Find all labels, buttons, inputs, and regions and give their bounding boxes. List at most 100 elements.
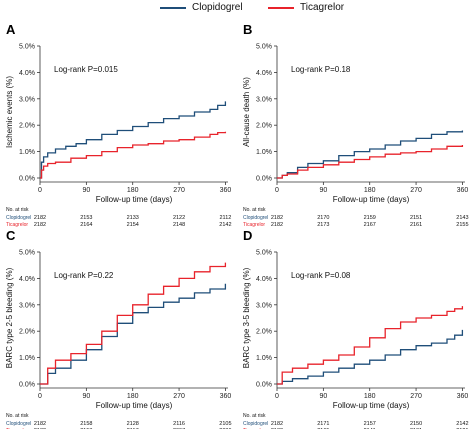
x-tick-label: 90 [82,187,90,194]
risk-cell: 2155 [456,222,468,228]
x-tick-label: 90 [319,393,327,400]
risk-cell: 2161 [410,222,422,228]
x-tick-label: 90 [319,187,327,194]
x-tick-label: 180 [364,187,376,194]
log-rank-annotation: Log-rank P=0.22 [54,271,114,280]
x-tick-label: 180 [364,393,376,400]
y-tick-label: 0.0% [256,382,272,389]
x-axis-title: Follow-up time (days) [333,401,410,410]
x-tick-label: 0 [275,393,279,400]
x-tick-label: 360 [457,187,469,194]
risk-table-title: No. at risk [243,207,266,213]
km-curve-ticagrelor [277,145,464,179]
panel-letter: B [243,22,252,37]
risk-cell: 2150 [410,421,422,427]
x-axis-title: Follow-up time (days) [96,195,173,204]
y-tick-label: 3.0% [19,96,35,103]
y-tick-label: 5.0% [19,44,35,51]
y-tick-label: 2.0% [256,123,272,130]
risk-cell: 2151 [410,215,422,221]
risk-cell: 2154 [127,222,139,228]
panel-d: D 0.0% 1.0% 2.0% 3.0% 4.0% 5.0% 0 90 180 270 360 Fol… [237,224,474,429]
risk-row-label: Ticagrelor [6,222,28,228]
y-axis-title: BARC type 3-5 bleeding (%) [242,267,251,368]
km-curve-clopidogrel [40,101,227,179]
y-tick-label: 1.0% [19,355,35,362]
risk-cell: 2122 [173,215,185,221]
y-tick-label: 5.0% [256,250,272,257]
x-tick-label: 0 [38,393,42,400]
panel-letter: C [6,228,16,243]
risk-cell: 2164 [80,222,92,228]
risk-cell: 2182 [34,421,46,427]
risk-cell: 2173 [317,222,329,228]
y-tick-label: 0.0% [256,176,272,183]
risk-cell: 2112 [220,215,232,221]
y-tick-label: 4.0% [19,276,35,283]
risk-cell: 2157 [364,421,376,427]
km-curve-clopidogrel [40,283,227,385]
y-tick-label: 1.0% [19,149,35,156]
y-axis-title: BARC type 2-5 bleeding (%) [5,267,14,368]
y-tick-label: 3.0% [256,302,272,309]
y-tick-label: 4.0% [256,276,272,283]
legend-swatch-clopidogrel [160,6,186,9]
x-tick-label: 90 [82,393,90,400]
x-tick-label: 270 [173,393,185,400]
risk-cell: 2182 [34,215,46,221]
risk-row-label: Clopidogrel [6,421,31,427]
x-tick-label: 360 [457,393,469,400]
panel-letter: D [243,228,252,243]
log-rank-annotation: Log-rank P=0.015 [54,65,118,74]
panel-c: C 0.0% 1.0% 2.0% 3.0% 4.0% 5.0% 0 90 180 270 360 Fol… [0,224,237,429]
risk-cell: 2153 [80,215,92,221]
risk-cell: 2128 [127,421,139,427]
risk-cell: 2105 [219,421,231,427]
x-tick-label: 270 [173,187,185,194]
risk-cell: 2170 [317,215,329,221]
risk-cell: 2148 [173,222,185,228]
legend-label-clopidogrel: Clopidogrel [192,2,243,13]
risk-cell: 2142 [219,222,231,228]
risk-table-title: No. at risk [6,207,29,213]
y-tick-label: 1.0% [256,355,272,362]
y-tick-label: 5.0% [19,250,35,257]
risk-row-label: Clopidogrel [6,215,31,221]
km-chart-d: D 0.0% 1.0% 2.0% 3.0% 4.0% 5.0% 0 90 180 270 360 Fol… [242,228,469,429]
y-tick-label: 2.0% [19,329,35,336]
y-tick-label: 5.0% [256,44,272,51]
x-tick-label: 360 [220,393,232,400]
km-curve-clopidogrel [277,130,464,179]
km-curve-ticagrelor [40,262,227,385]
x-axis-title: Follow-up time (days) [333,195,410,204]
y-tick-label: 2.0% [19,123,35,130]
y-axis-title: Ischemic events (%) [5,76,14,148]
km-curve-ticagrelor [277,306,464,385]
risk-cell: 2182 [271,215,283,221]
risk-cell: 2158 [80,421,92,427]
log-rank-annotation: Log-rank P=0.08 [291,271,351,280]
log-rank-annotation: Log-rank P=0.18 [291,65,351,74]
risk-cell: 2182 [271,421,283,427]
y-tick-label: 2.0% [256,329,272,336]
risk-cell: 2159 [364,215,376,221]
risk-row-label: Clopidogrel [243,421,268,427]
x-tick-label: 270 [410,187,422,194]
risk-cell: 2143 [456,215,468,221]
risk-cell: 2133 [127,215,139,221]
risk-table-title: No. at risk [6,413,29,419]
panel-b: B 0.0% 1.0% 2.0% 3.0% 4.0% 5.0% 0 90 180 270 360 Fol… [237,18,474,228]
risk-cell: 2171 [317,421,329,427]
y-tick-label: 1.0% [256,149,272,156]
x-tick-label: 180 [127,187,139,194]
risk-row-label: Clopidogrel [243,215,268,221]
y-tick-label: 0.0% [19,382,35,389]
panel-a: A 0.0% 1.0% 2.0% 3.0% 4.0% 5.0% 0 90 180 270 360 Fol… [0,18,237,228]
x-tick-label: 0 [275,187,279,194]
risk-table-title: No. at risk [243,413,266,419]
chart-legend: Clopidogrel Ticagrelor [0,0,474,16]
x-axis-title: Follow-up time (days) [96,401,173,410]
km-chart-b: B 0.0% 1.0% 2.0% 3.0% 4.0% 5.0% 0 90 180 270 360 Fol… [242,22,469,228]
y-tick-label: 4.0% [19,70,35,77]
legend-label-ticagrelor: Ticagrelor [300,2,345,13]
